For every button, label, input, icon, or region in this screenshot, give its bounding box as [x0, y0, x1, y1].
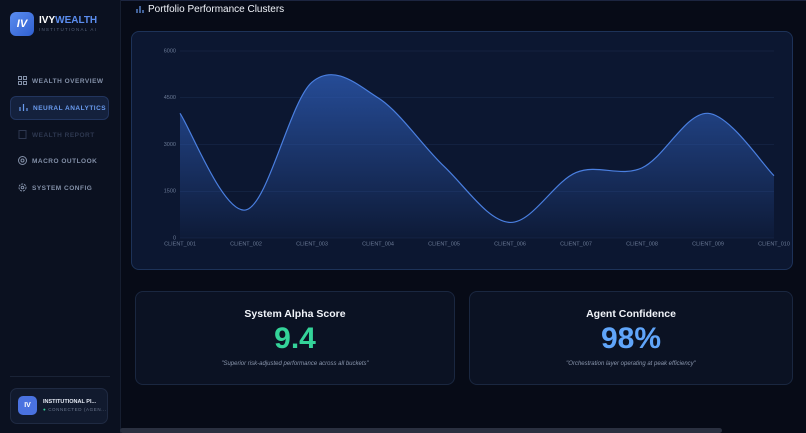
icon [18, 130, 27, 139]
top-border [121, 0, 806, 1]
icon [18, 156, 27, 165]
status-card[interactable]: IV INSTITUTIONAL PI... ● CONNECTED (AGEN… [10, 388, 108, 424]
x-tick-label: CLIENT_003 [296, 241, 328, 247]
area [180, 74, 774, 238]
icon [19, 104, 28, 111]
icon [18, 183, 27, 192]
x-tick-label: CLIENT_005 [428, 241, 460, 247]
nav-item[interactable]: WEALTH OVERVIEW [10, 70, 107, 92]
metric-title: Agent Confidence [586, 308, 676, 320]
x-tick-label: CLIENT_010 [758, 241, 790, 247]
status-dot: ● [43, 407, 47, 412]
x-tick-label: CLIENT_006 [494, 241, 526, 247]
status-title: INSTITUTIONAL PI... [43, 399, 97, 405]
metric-caption: "Superior risk-adjusted performance acro… [221, 361, 369, 367]
chart-panel: 0 1500 3000 4500 6000 CLIENT_001 CLIENT_002 CLI… [131, 31, 793, 270]
nav-label: NEURAL ANALYTICS [33, 104, 107, 112]
x-tick-label: CLIENT_004 [362, 241, 394, 247]
nav-label: WEALTH OVERVIEW [32, 77, 104, 85]
divider [10, 376, 110, 377]
panel-title: Portfolio Performance Clusters [148, 4, 285, 15]
scrollbar[interactable] [120, 428, 722, 433]
y-tick-label: 0 [173, 235, 176, 241]
sidebar: IV IVYWEALTH INSTITUTIONAL AI WEALTH OVE… [0, 0, 121, 433]
icon [18, 76, 27, 85]
nav-item[interactable]: NEURAL ANALYTICS [10, 96, 109, 120]
brand-name: IVYWEALTH [39, 15, 97, 26]
metric-value: 9.4 [274, 322, 316, 355]
line [179, 74, 775, 224]
metric-value: 98% [600, 322, 662, 355]
x-tick-label: CLIENT_007 [560, 241, 592, 247]
metric-card: Agent Confidence 98% "Orchestration laye… [469, 291, 793, 385]
x-tick-label: CLIENT_001 [164, 241, 196, 247]
x-tick-label: CLIENT_002 [230, 241, 262, 247]
logo: IV [10, 12, 34, 36]
x-tick-label: CLIENT_008 [626, 241, 658, 247]
y-tick-label: 6000 [164, 48, 176, 54]
metric-caption: "Orchestration layer operating at peak e… [566, 361, 696, 367]
y-tick-label: 1500 [164, 189, 176, 195]
nav-item[interactable]: MACRO OUTLOOK [10, 150, 107, 172]
brand-tagline: INSTITUTIONAL AI [39, 27, 98, 32]
brand-name-part: WEALTH [55, 15, 98, 26]
status-logo: IV [18, 396, 37, 415]
chart: 0 1500 3000 4500 6000 CLIENT_001 CLIENT_002 CLI… [164, 48, 790, 247]
panel-icon [136, 6, 144, 13]
nav-item[interactable]: SYSTEM CONFIG [10, 177, 107, 199]
metric-title: System Alpha Score [244, 308, 346, 320]
nav-label: WEALTH REPORT [32, 131, 95, 139]
nav-label: MACRO OUTLOOK [32, 157, 98, 165]
nav-item[interactable]: WEALTH REPORT [10, 124, 107, 146]
x-tick-label: CLIENT_009 [692, 241, 724, 247]
metric-card: System Alpha Score 9.4 "Superior risk-ad… [135, 291, 455, 385]
nav-label: SYSTEM CONFIG [32, 184, 93, 192]
y-tick-label: 4500 [164, 95, 176, 101]
status-label: CONNECTED (AGEN... [48, 407, 107, 412]
status-text: ● CONNECTED (AGEN... [43, 407, 107, 412]
y-tick-label: 3000 [164, 142, 176, 148]
brand-name-part: IVY [39, 15, 56, 26]
